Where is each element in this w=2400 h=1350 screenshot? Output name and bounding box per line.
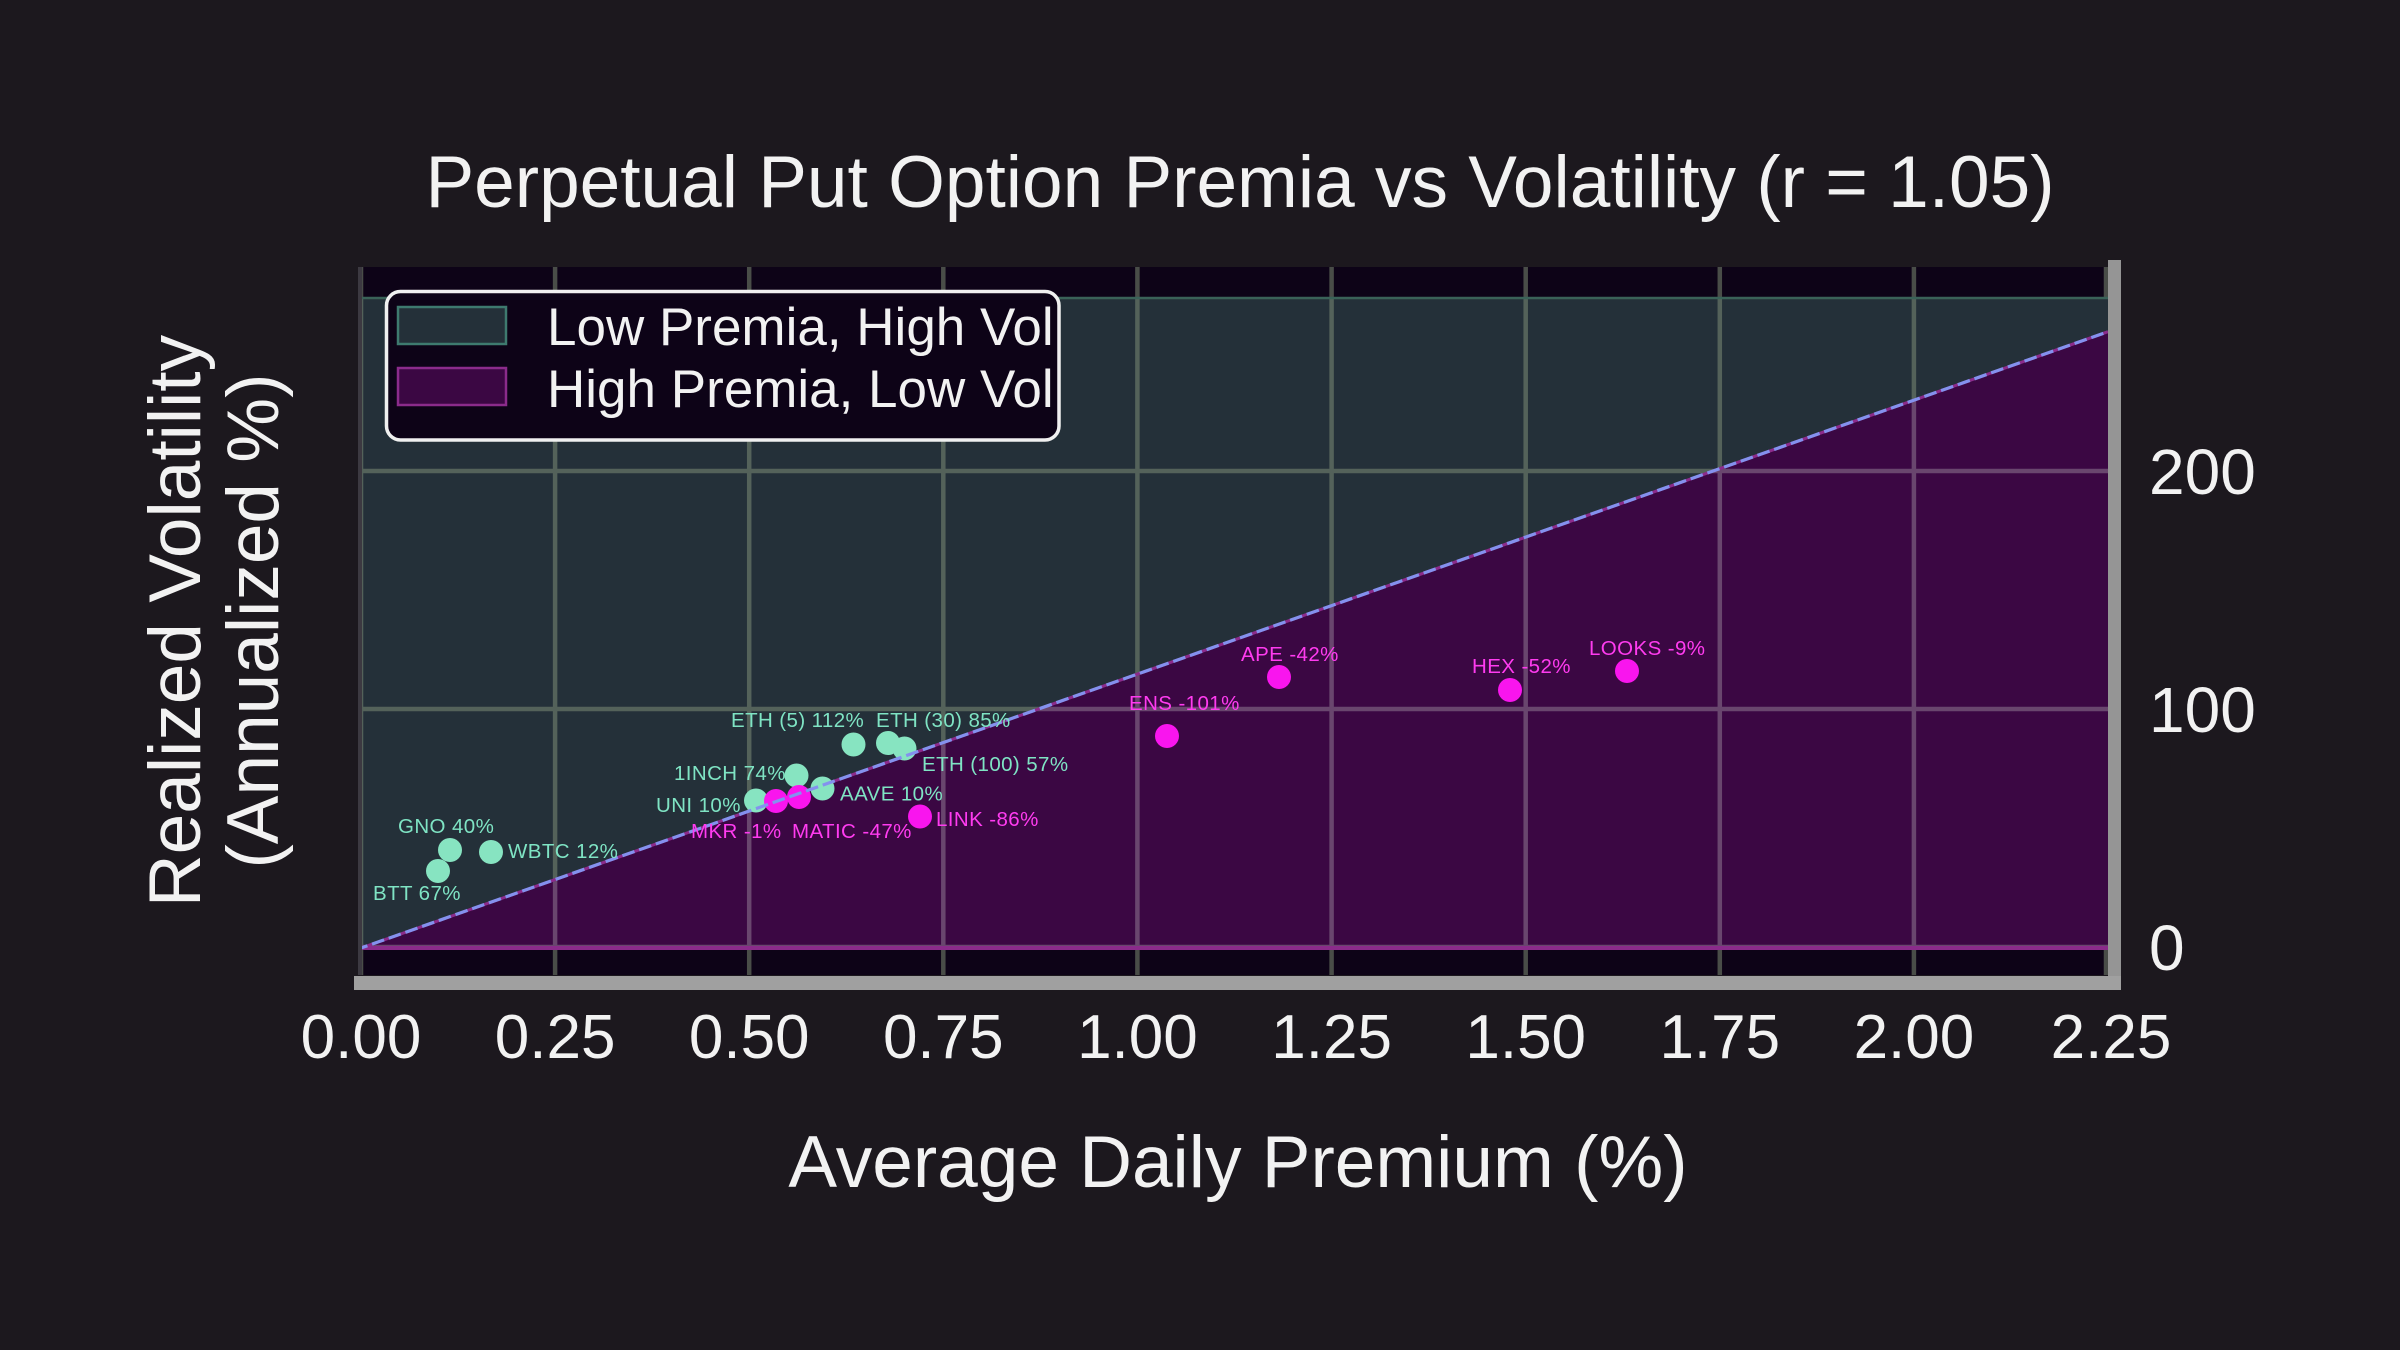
svg-text:Low Premia, High Vol: Low Premia, High Vol (547, 298, 1054, 357)
svg-text:ETH (30) 85%: ETH (30) 85% (876, 709, 1011, 732)
svg-text:1.75: 1.75 (1659, 1003, 1780, 1072)
svg-text:Average Daily Premium (%): Average Daily Premium (%) (788, 1122, 1687, 1203)
svg-text:0.00: 0.00 (301, 1003, 422, 1072)
svg-text:MATIC -47%: MATIC -47% (792, 820, 912, 843)
svg-text:1INCH 74%: 1INCH 74% (674, 762, 786, 785)
svg-text:LINK -86%: LINK -86% (936, 808, 1039, 831)
svg-text:APE -42%: APE -42% (1241, 643, 1339, 666)
svg-text:200: 200 (2149, 436, 2256, 508)
svg-text:BTT 67%: BTT 67% (373, 882, 461, 905)
svg-text:UNI 10%: UNI 10% (656, 794, 741, 817)
svg-text:0: 0 (2149, 912, 2185, 984)
svg-text:MKR -1%: MKR -1% (691, 820, 782, 843)
svg-text:(Annualized %): (Annualized %) (213, 373, 294, 868)
svg-text:Perpetual Put Option Premia vs: Perpetual Put Option Premia vs Volatilit… (425, 142, 2054, 223)
svg-text:ETH (5) 112%: ETH (5) 112% (731, 709, 864, 732)
svg-text:1.25: 1.25 (1271, 1003, 1392, 1072)
svg-text:0.75: 0.75 (883, 1003, 1004, 1072)
svg-text:Realized Volatility: Realized Volatility (135, 334, 216, 907)
svg-text:WBTC 12%: WBTC 12% (508, 840, 618, 863)
svg-text:0.25: 0.25 (495, 1003, 616, 1072)
svg-text:GNO 40%: GNO 40% (398, 815, 494, 838)
svg-text:2.25: 2.25 (2051, 1003, 2172, 1072)
svg-text:0.50: 0.50 (689, 1003, 810, 1072)
svg-text:2.00: 2.00 (1854, 1003, 1975, 1072)
svg-text:ENS -101%: ENS -101% (1129, 692, 1240, 715)
svg-text:High Premia, Low Vol: High Premia, Low Vol (547, 360, 1054, 419)
svg-text:1.00: 1.00 (1077, 1003, 1198, 1072)
svg-text:AAVE 10%: AAVE 10% (840, 783, 943, 806)
svg-text:1.50: 1.50 (1465, 1003, 1586, 1072)
svg-text:100: 100 (2149, 674, 2256, 746)
svg-text:HEX -52%: HEX -52% (1472, 655, 1571, 678)
svg-text:LOOKS -9%: LOOKS -9% (1589, 637, 1705, 660)
svg-text:ETH (100) 57%: ETH (100) 57% (922, 753, 1068, 776)
